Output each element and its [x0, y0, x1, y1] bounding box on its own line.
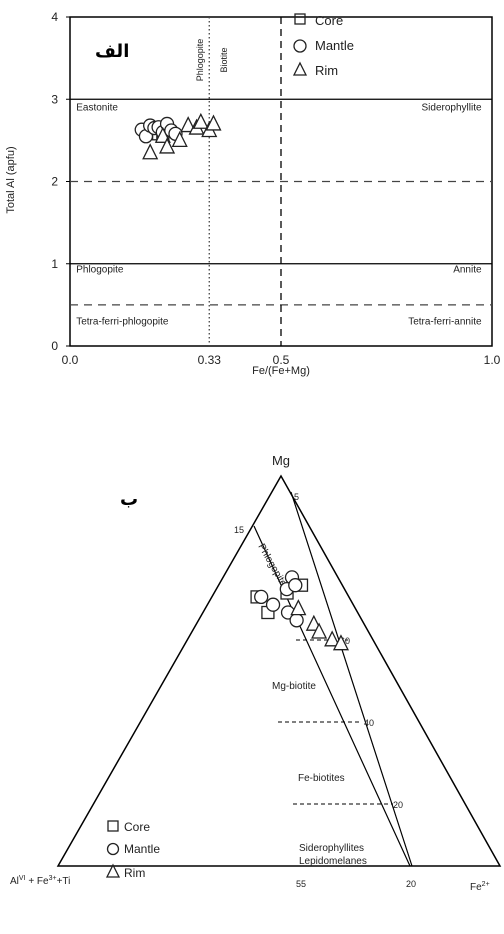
- y-tick-label: 0: [51, 339, 58, 353]
- legend-core-square-icon: [107, 820, 119, 832]
- chart-b-data-points: [250, 570, 350, 651]
- legend-rim-triangle-icon: [105, 863, 121, 878]
- field-label-annite: Annite: [453, 265, 482, 276]
- chart-b-point-mantle: [265, 597, 281, 612]
- chart-a-legend-core: Core: [315, 13, 343, 28]
- chart-b-point-rim: [332, 634, 350, 651]
- field-phlogopite: Phlogopite: [255, 542, 288, 589]
- field-label-tetra-ferri-phlogopite: Tetra-ferri-phlogopite: [76, 316, 169, 327]
- chart-b-point-mantle: [288, 578, 303, 593]
- x-tick-label: 1.0: [484, 353, 501, 367]
- field-fe-biotites: Fe-biotites: [298, 773, 345, 784]
- chart-a-title-fa: الف: [95, 41, 129, 62]
- field-siderophyllites: Siderophyllites: [299, 843, 364, 854]
- chart-a-point-rim: [159, 137, 176, 154]
- chart-b-point-rim: [311, 622, 328, 639]
- legend-core-square-icon: [294, 13, 306, 25]
- chart-b-point-rim: [324, 630, 341, 647]
- chart-a-field-labels: Eastonite Siderophyllite Phlogopite Annite T…: [76, 102, 482, 327]
- y-tick-label: 1: [51, 257, 58, 271]
- chart-a-data-points: [134, 112, 222, 160]
- chart-a-point-rim: [154, 126, 171, 143]
- chart-b-legend-rim: Rim: [124, 866, 145, 880]
- edge-tick-55: 55: [296, 879, 306, 889]
- y-tick-label: 4: [51, 10, 58, 24]
- chart-a-point-rim: [205, 114, 222, 131]
- edge-tick-5: 5: [294, 492, 299, 502]
- vertex-right-label: Fe2+: [470, 881, 490, 893]
- internal-tick-40: 40: [364, 718, 374, 728]
- chart-a-legend: Core Mantle Rim: [292, 13, 354, 78]
- vertex-left-label: AlVI + Fe3++Ti: [10, 875, 70, 887]
- chart-a-point-rim: [192, 112, 209, 129]
- edge-tick-20: 20: [406, 879, 416, 889]
- legend-mantle-circle-icon: [293, 39, 307, 53]
- edge-tick-15: 15: [234, 525, 244, 535]
- field-mg-biotite: Mg-biotite: [272, 681, 316, 692]
- vertex-top-label: Mg: [272, 453, 290, 468]
- chart-a-point-rim: [171, 130, 188, 148]
- chart-b: ب Mg AlVI + Fe3++Ti Fe2+ 15 5 55 20 60 4…: [10, 453, 502, 893]
- ternary-outer-triangle: [56, 474, 502, 867]
- chart-a-y-axis-label: Total Al (apfu): [5, 146, 17, 213]
- chart-a-phlogopite-vertical-label: Phlogopite: [195, 39, 205, 82]
- chart-a-point-rim: [180, 116, 197, 133]
- x-tick-label: 0.33: [198, 353, 222, 367]
- y-tick-label: 3: [51, 92, 58, 106]
- chart-b-legend-mantle: Mantle: [124, 842, 160, 856]
- chart-b-point-mantle: [254, 589, 269, 605]
- x-tick-label: 0.0: [62, 353, 79, 367]
- chart-a-biotite-vertical-label: Biotite: [219, 47, 229, 72]
- legend-mantle-circle-icon: [106, 842, 120, 856]
- legend-rim-triangle-icon: [292, 61, 308, 76]
- chart-b-legend: Core Mantle Rim: [105, 820, 160, 880]
- y-tick-label: 2: [51, 175, 58, 189]
- chart-b-legend-core: Core: [124, 820, 150, 834]
- field-label-eastonite: Eastonite: [76, 102, 118, 113]
- field-lepidomelanes: Lepidomelanes: [299, 856, 367, 867]
- internal-tick-20: 20: [393, 800, 403, 810]
- chart-a-reference-lines: [70, 17, 492, 346]
- chart-a-x-axis-label: Fe/(Fe+Mg): [252, 365, 310, 377]
- chart-a-legend-mantle: Mantle: [315, 38, 354, 53]
- chart-a-legend-rim: Rim: [315, 63, 338, 78]
- chart-b-point-mantle: [289, 613, 304, 628]
- chart-b-point-rim: [290, 599, 307, 616]
- chart-a-ticks: 0 1 2 3 4 0.0 0.33 0.5 1.0: [51, 10, 500, 367]
- field-label-siderophyllite: Siderophyllite: [422, 102, 482, 113]
- field-label-phlogopite: Phlogopite: [76, 265, 124, 276]
- chart-a: 0 1 2 3 4 0.0 0.33 0.5 1.0 الف Total Al (apfu) F…: [5, 10, 501, 377]
- internal-tick-60: 60: [340, 636, 350, 646]
- field-label-tetra-ferri-annite: Tetra-ferri-annite: [408, 316, 482, 327]
- ternary-left-divider: [253, 525, 411, 867]
- chart-b-title-fa: ب: [120, 489, 138, 510]
- x-tick-label: 0.5: [273, 353, 290, 367]
- chart-a-point-rim: [142, 143, 159, 160]
